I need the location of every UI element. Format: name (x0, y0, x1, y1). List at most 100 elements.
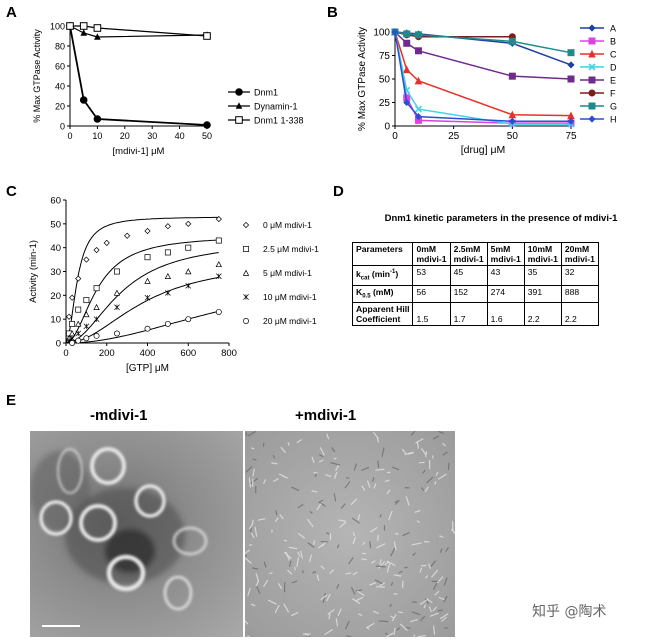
filament-fragment (370, 560, 376, 564)
series-2-5-m-mdivi-1 (65, 237, 222, 344)
y-tick-label: 20 (50, 291, 61, 302)
filament-fragment (384, 479, 390, 483)
filament-fragment (320, 594, 328, 601)
filament-fragment (419, 615, 426, 622)
filament-fragment (307, 542, 315, 548)
data-point (391, 28, 399, 36)
data-point (165, 290, 171, 296)
filament-fragment (443, 577, 448, 586)
filament-fragment (254, 526, 258, 537)
data-point (69, 335, 75, 342)
data-point (83, 297, 90, 304)
y-tick-label: 100 (50, 22, 65, 32)
legend-label: Dynamin-1 (254, 102, 298, 112)
filament-fragment (396, 627, 401, 631)
data-point (93, 285, 100, 292)
filament-fragment (331, 447, 336, 453)
data-point (203, 32, 211, 40)
data-point (185, 282, 192, 289)
em-title-control: -mdivi-1 (90, 407, 148, 424)
filament-fragment (384, 561, 390, 566)
filament-fragment (398, 611, 404, 614)
filament-fragment (377, 460, 380, 468)
data-point (414, 113, 423, 121)
fit-curve (65, 252, 219, 344)
data-point (75, 330, 82, 337)
filament-fragment (369, 582, 377, 586)
data-point (69, 320, 76, 327)
filament-fragment (263, 561, 267, 568)
data-point (403, 39, 411, 47)
filament-fragment (348, 557, 354, 565)
filament-fragment (376, 543, 386, 549)
filament-fragment (369, 541, 372, 549)
filament-fragment (275, 510, 278, 516)
legend-marker (588, 89, 596, 97)
table-header-cell: 2.5mM mdivi-1 (449, 242, 488, 266)
filament-fragment (257, 518, 266, 521)
data-point (414, 31, 422, 39)
filament-fragment (247, 431, 257, 437)
filament-fragment (375, 565, 386, 568)
filament-fragment (431, 569, 439, 578)
x-tick-label: 0 (392, 131, 398, 142)
em-ring-structures (30, 447, 208, 627)
data-point (83, 323, 90, 330)
filament-fragment (283, 539, 288, 542)
filament-fragment (434, 481, 437, 485)
legend-entry: 5 μM mdivi-1 (242, 268, 312, 278)
filament-fragment (250, 603, 256, 607)
legend-label: 10 μM mdivi-1 (263, 292, 317, 302)
legend-entry: H (580, 115, 617, 125)
filament-fragment (439, 548, 443, 553)
filament-fragment (394, 500, 398, 503)
series-h (391, 28, 575, 125)
panel-label-a: A (6, 4, 17, 21)
data-point (69, 294, 76, 301)
filament-fragment (345, 635, 352, 637)
filament-fragment (373, 431, 379, 440)
filament-fragment (411, 542, 422, 546)
em-micrograph-control (30, 431, 243, 637)
filament-fragment (441, 616, 447, 622)
filament-fragment (386, 632, 394, 637)
x-tick-label: 200 (99, 348, 115, 359)
filament-fragment (309, 510, 313, 514)
filament-fragment (350, 498, 358, 506)
filament-fragment (327, 608, 335, 615)
filament-fragment (290, 612, 299, 617)
legend-marker (235, 88, 243, 96)
legend-label: C (610, 50, 617, 60)
filament-fragment (249, 477, 259, 485)
filament-fragment (384, 632, 389, 636)
panel-label-d: D (333, 183, 344, 200)
data-point (414, 76, 423, 85)
parameter-cell: K0.5 (mM) (351, 284, 414, 304)
filament-fragment (312, 571, 317, 574)
data-point (567, 75, 575, 83)
legend-entry: F (580, 89, 616, 99)
filament-fragment (311, 456, 315, 463)
y-tick-label: 50 (50, 219, 61, 230)
legend-marker (588, 115, 596, 123)
data-point (164, 223, 171, 230)
y-tick-label: 20 (55, 102, 65, 112)
x-tick-label: 50 (202, 131, 212, 141)
legend-label: Dnm1 (254, 88, 278, 98)
filament-fragment (362, 541, 366, 546)
fit-curve (65, 276, 219, 344)
x-tick-label: 20 (120, 131, 130, 141)
data-point (79, 22, 88, 30)
filament-fragment (351, 598, 361, 605)
filament-fragment (326, 433, 330, 440)
filament-fragment (248, 522, 254, 530)
legend-entry: D (580, 63, 617, 73)
filament-fragment (404, 566, 408, 569)
filament-fragment (245, 555, 248, 557)
watermark: 知乎 @陶术 (532, 604, 607, 620)
legend-entry: G (580, 102, 617, 112)
filament-fragment (401, 448, 407, 455)
filament-fragment (272, 454, 275, 459)
filament-fragment (391, 466, 400, 471)
filament-fragment (415, 438, 424, 444)
